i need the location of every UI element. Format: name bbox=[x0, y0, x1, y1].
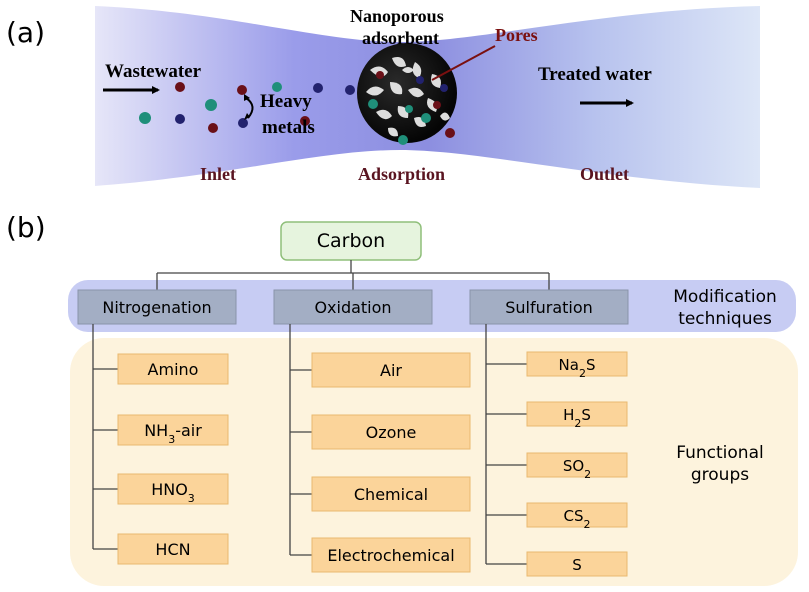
pores-pointer bbox=[431, 45, 496, 81]
metal-particle bbox=[208, 123, 218, 133]
group-box-nh3-air bbox=[117, 414, 229, 446]
heavy-metal-particles bbox=[139, 82, 355, 133]
metal-particle bbox=[272, 82, 282, 92]
group-box-electrochemical bbox=[311, 537, 471, 573]
group-label: Air bbox=[380, 361, 402, 380]
panel-b: (b) Carbon Nitrogenation Oxidation Sulfu… bbox=[6, 211, 798, 586]
adsorbed-metal bbox=[421, 113, 431, 123]
technique-label: Sulfuration bbox=[505, 298, 593, 317]
group-label: Ozone bbox=[366, 423, 417, 442]
group-box-hno3 bbox=[117, 473, 229, 505]
adsorbed-metal bbox=[445, 128, 455, 138]
technique-box-nitrogenation bbox=[77, 289, 237, 325]
functional-groups-label-1: Functional bbox=[676, 443, 763, 463]
group-box-h2s bbox=[526, 401, 628, 427]
adsorbed-metal bbox=[440, 84, 448, 92]
group-label: Amino bbox=[148, 360, 199, 379]
group-label: Electrochemical bbox=[327, 546, 454, 565]
panel-a: (a) Wastewater Heavy metals bbox=[6, 6, 760, 188]
adsorbed-metal bbox=[433, 101, 441, 109]
adsorbent-label-1: Nanoporous bbox=[350, 6, 444, 26]
metal-particle bbox=[300, 116, 310, 126]
group-box-amino bbox=[117, 353, 229, 385]
technique-label: Nitrogenation bbox=[102, 298, 211, 317]
modification-techniques-label-1: Modification bbox=[673, 287, 777, 307]
group-box-chemical bbox=[311, 476, 471, 512]
nitrogenation-connectors bbox=[92, 324, 118, 550]
metal-particle bbox=[237, 85, 247, 95]
modification-techniques-label-2: techniques bbox=[678, 309, 772, 329]
nanoporous-adsorbent-sphere bbox=[357, 43, 457, 145]
metal-particle bbox=[238, 118, 248, 128]
carbon-label: Carbon bbox=[317, 230, 385, 252]
metal-particle bbox=[345, 85, 355, 95]
panel-b-label: (b) bbox=[6, 211, 46, 244]
group-label: Chemical bbox=[354, 485, 428, 504]
metal-particle bbox=[175, 114, 185, 124]
technique-box-oxidation bbox=[273, 289, 433, 325]
group-label: HNO3 bbox=[151, 480, 195, 505]
heavy-metals-pointer bbox=[245, 97, 254, 119]
metal-particle bbox=[175, 82, 185, 92]
root-connectors bbox=[156, 260, 550, 290]
group-label: H2S bbox=[563, 406, 591, 430]
treated-water-label: Treated water bbox=[538, 64, 652, 85]
outlet-label: Outlet bbox=[580, 164, 629, 184]
metal-particle bbox=[205, 99, 217, 111]
group-label: Na2S bbox=[559, 356, 596, 380]
adsorbed-metal bbox=[376, 71, 384, 79]
heavy-metals-label-1: Heavy bbox=[260, 91, 312, 112]
group-box-so2 bbox=[526, 452, 628, 478]
adsorbed-metal bbox=[405, 105, 413, 113]
group-box-air bbox=[311, 352, 471, 388]
panel-a-label: (a) bbox=[6, 16, 45, 49]
wastewater-label: Wastewater bbox=[105, 61, 202, 82]
group-label: S bbox=[572, 556, 582, 574]
adsorption-label: Adsorption bbox=[358, 164, 445, 184]
group-box-ozone bbox=[311, 414, 471, 450]
adsorbent-label-2: adsorbent bbox=[362, 28, 439, 48]
group-label: CS2 bbox=[564, 507, 591, 531]
pointer-tip bbox=[244, 94, 250, 101]
metal-particle bbox=[313, 83, 323, 93]
functional-groups-label-2: groups bbox=[691, 465, 749, 485]
adsorbed-metal bbox=[368, 99, 378, 109]
metal-particle bbox=[139, 112, 151, 124]
pointer-tip bbox=[244, 113, 250, 120]
inlet-label: Inlet bbox=[200, 164, 236, 184]
group-box-na2s bbox=[526, 351, 628, 377]
sulfuration-connectors bbox=[485, 324, 527, 565]
adsorbed-metal bbox=[398, 135, 408, 145]
heavy-metals-label-2: metals bbox=[262, 117, 315, 138]
group-box-cs2 bbox=[526, 502, 628, 528]
group-label: HCN bbox=[155, 540, 190, 559]
adsorbed-metal bbox=[416, 76, 424, 84]
group-box-hcn bbox=[117, 533, 229, 565]
group-label: NH3-air bbox=[144, 421, 202, 446]
technique-box-sulfuration bbox=[469, 289, 629, 325]
group-box-s bbox=[526, 551, 628, 577]
oxidation-connectors bbox=[289, 324, 312, 556]
technique-label: Oxidation bbox=[314, 298, 391, 317]
group-label: SO2 bbox=[563, 457, 591, 481]
pores-label: Pores bbox=[495, 25, 538, 45]
